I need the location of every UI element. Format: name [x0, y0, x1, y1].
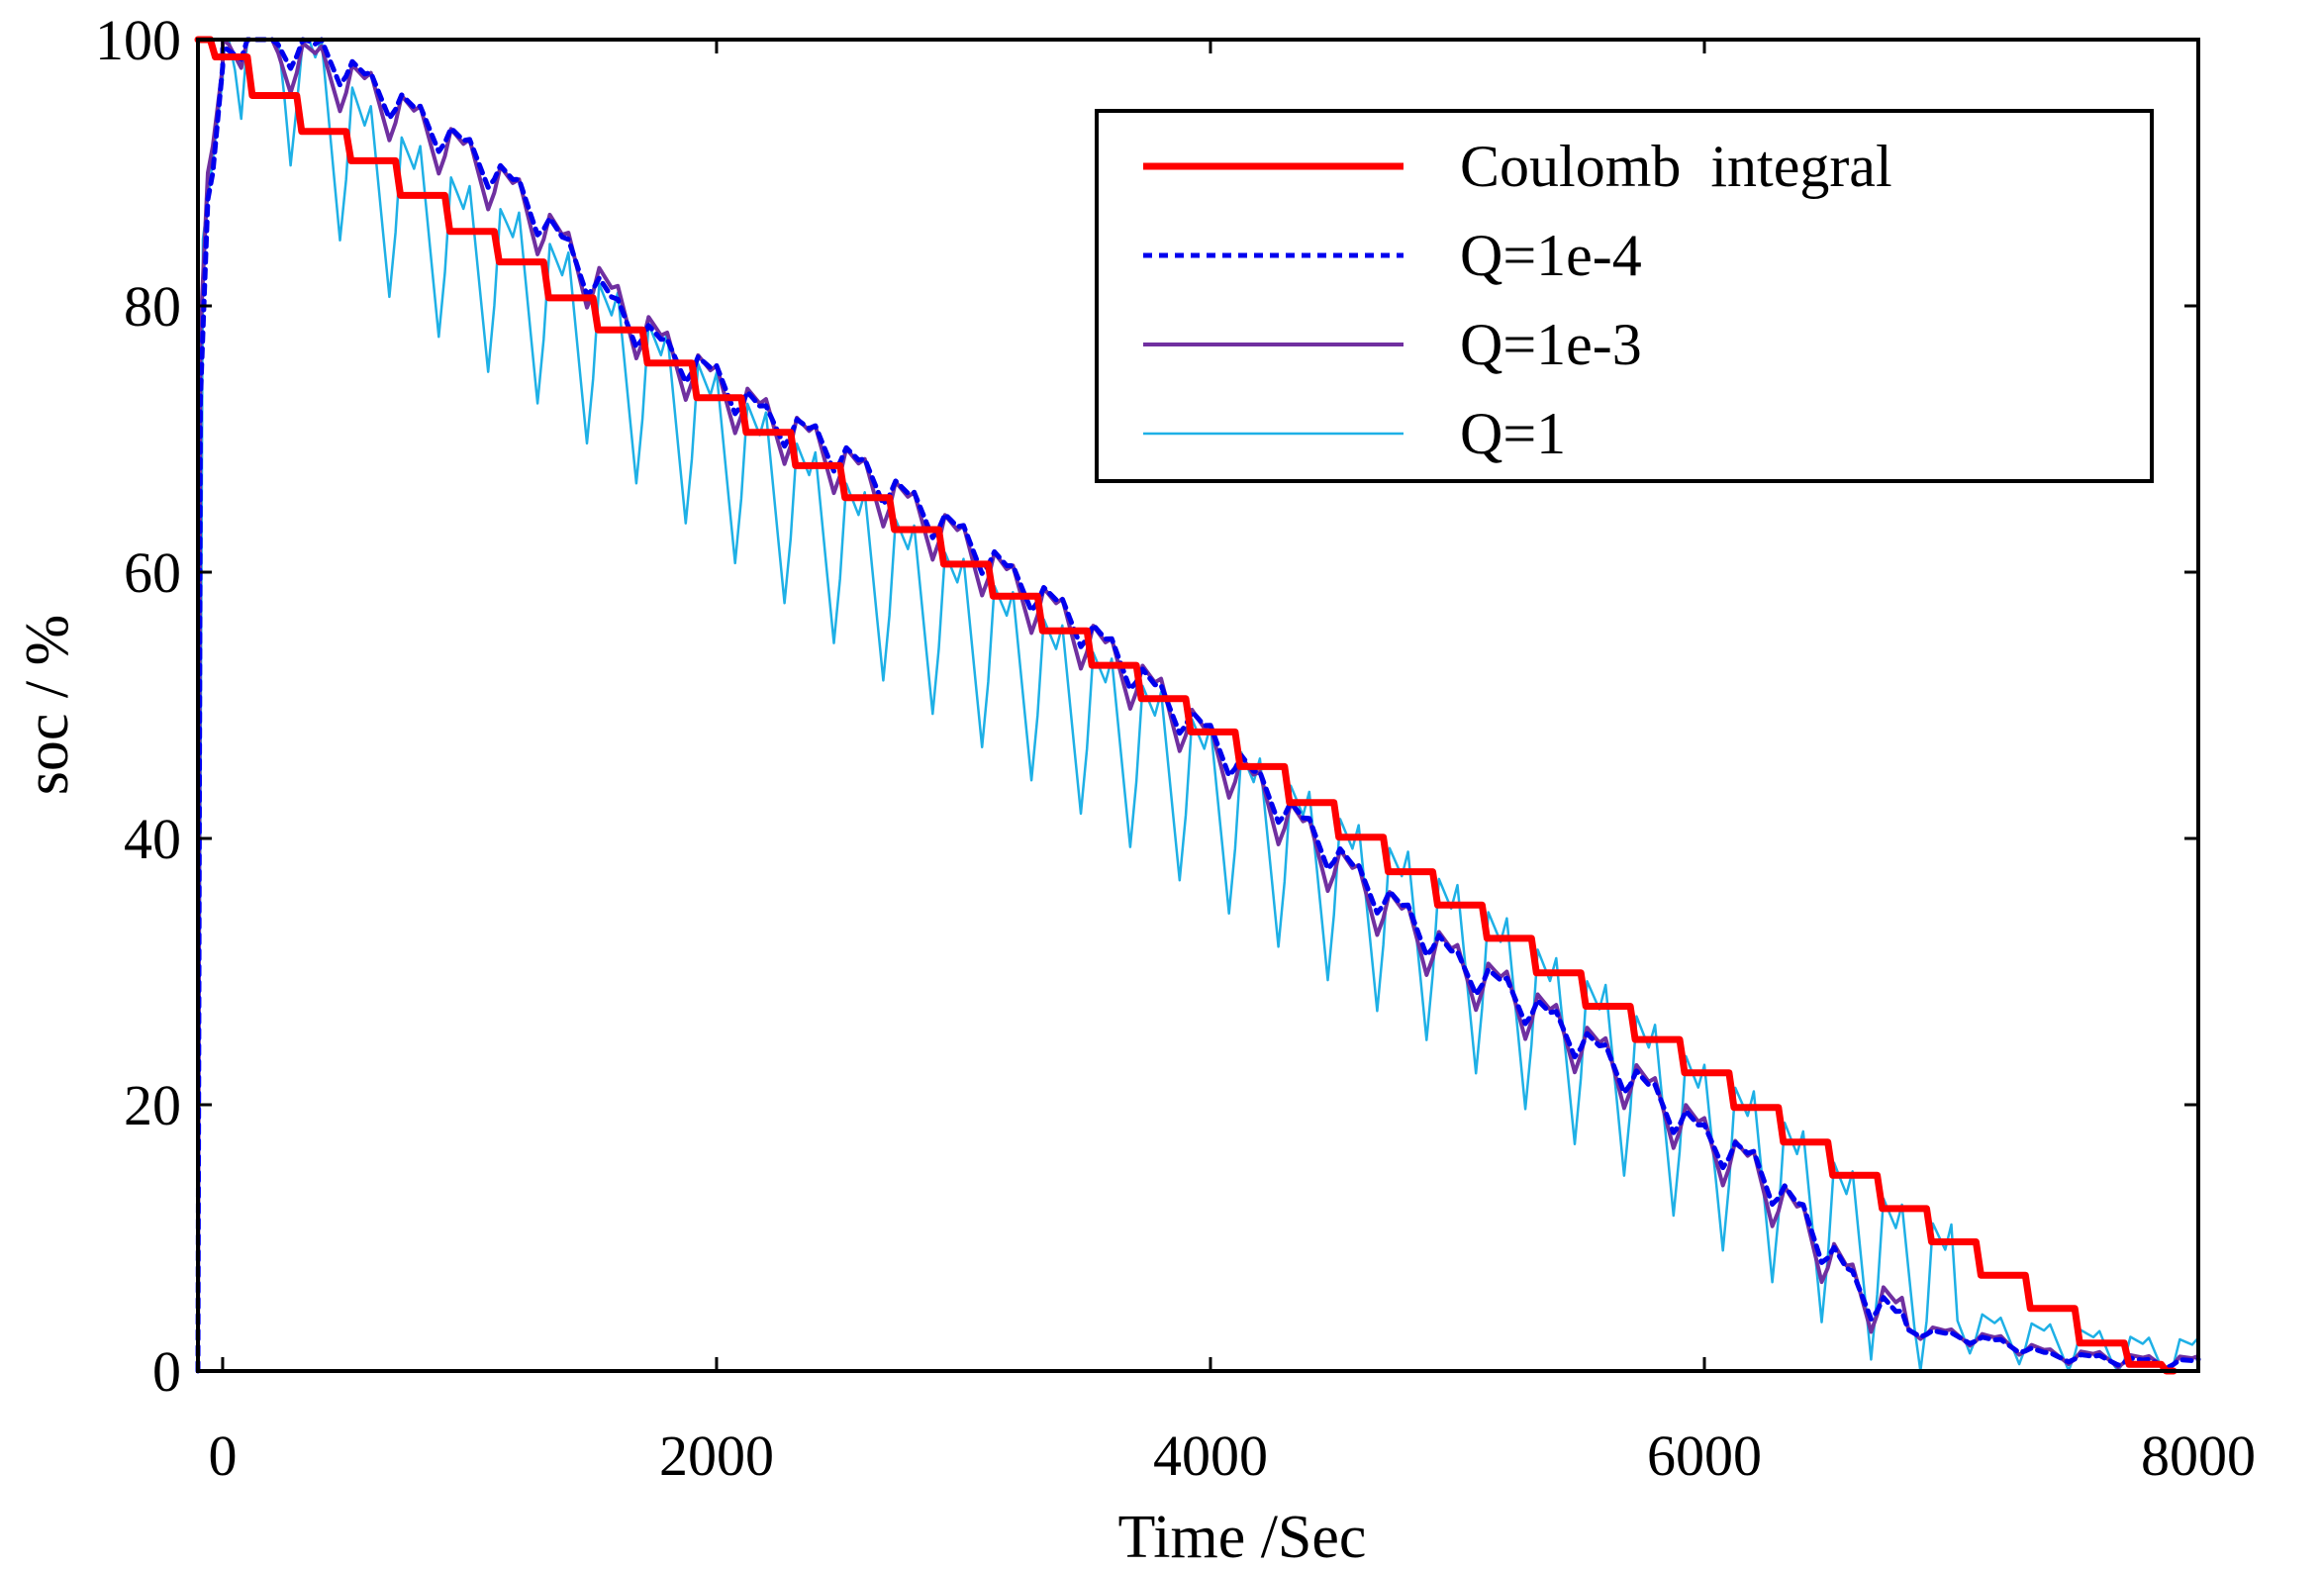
- y-tick-label-0: 0: [152, 1339, 181, 1404]
- y-tick-label-2: 40: [124, 807, 181, 871]
- legend: Coulomb integral Q=1e-4 Q=1e-3 Q=1: [1095, 109, 2154, 483]
- x-tick-label-2: 4000: [1153, 1423, 1268, 1488]
- tick-labels-layer: 0 2000 4000 6000 8000 0 20 40 60 80 100: [95, 8, 2256, 1488]
- x-tick-label-3: 6000: [1647, 1423, 1762, 1488]
- plot-frame: [196, 38, 2200, 1373]
- legend-box: [1095, 109, 2154, 483]
- x-tick-label-4: 8000: [2141, 1423, 2256, 1488]
- legend-label-0: Coulomb integral: [1460, 134, 1892, 199]
- ticks-layer: [198, 38, 2200, 1373]
- x-axis-title: Time /Sec: [1118, 1504, 1367, 1570]
- legend-label-1: Q=1e-4: [1460, 223, 1642, 288]
- y-axis-title: soc / %: [14, 615, 81, 796]
- legend-label-2: Q=1e-3: [1460, 312, 1642, 377]
- series-line-0: [194, 36, 2178, 1375]
- legend-label-3: Q=1: [1460, 401, 1566, 466]
- y-tick-label-3: 60: [124, 540, 181, 605]
- y-tick-label-4: 80: [124, 274, 181, 339]
- x-tick-label-1: 2000: [659, 1423, 774, 1488]
- x-tick-label-0: 0: [208, 1423, 237, 1488]
- series-layer: [194, 36, 2201, 1375]
- y-tick-label-5: 100: [95, 8, 181, 72]
- y-tick-label-1: 20: [124, 1073, 181, 1137]
- legend-entries: Coulomb integral Q=1e-4 Q=1e-3 Q=1: [1143, 134, 1892, 466]
- series-line-1: [195, 37, 2201, 1374]
